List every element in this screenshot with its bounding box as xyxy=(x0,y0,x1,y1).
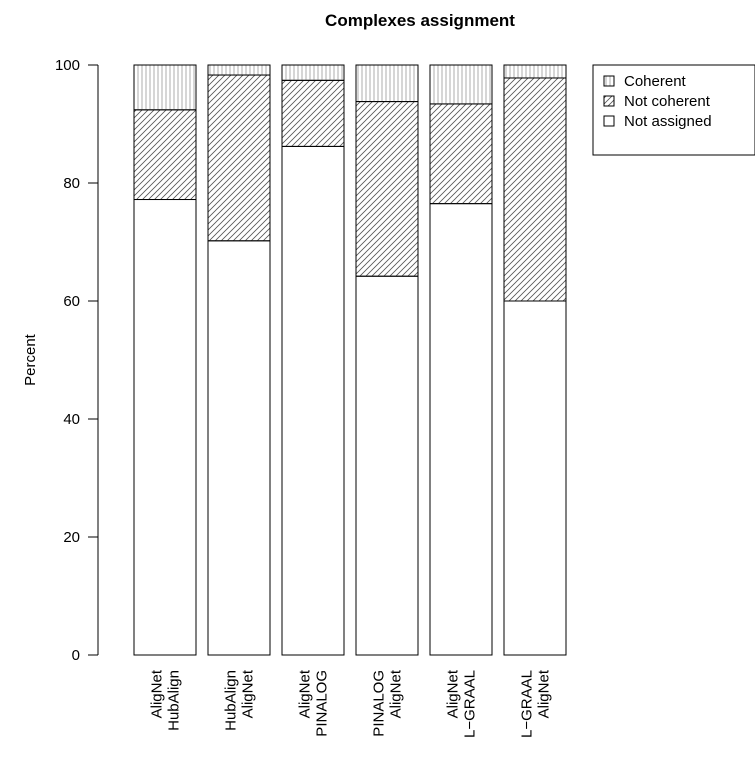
bar-segment-not-assigned xyxy=(429,203,493,656)
legend-box xyxy=(592,64,755,156)
bar-segment-not-coherent xyxy=(503,77,567,302)
bar-segment-coherent xyxy=(281,64,345,81)
x-tick-label: AligNet xyxy=(297,669,314,718)
x-tick-label: AligNet xyxy=(536,669,553,718)
bar-segment-not-assigned xyxy=(355,275,419,656)
bar-segment-coherent xyxy=(207,64,271,76)
legend-swatch xyxy=(603,75,615,87)
y-axis-label: Percent xyxy=(22,333,39,386)
legend-swatch xyxy=(603,95,615,107)
y-tick-label: 100 xyxy=(55,57,80,74)
x-tick-label: L−GRAAL xyxy=(519,670,536,738)
bars-group xyxy=(133,64,567,656)
bar-segment-coherent xyxy=(429,64,493,105)
bar-segment-not-coherent xyxy=(355,101,419,277)
bar-segment-not-assigned xyxy=(133,199,197,656)
x-tick-label: L−GRAAL xyxy=(462,670,479,738)
x-tick-label: AligNet xyxy=(149,669,166,718)
legend-label: Not assigned xyxy=(624,113,712,130)
legend-label: Not coherent xyxy=(624,93,711,110)
y-tick-label: 20 xyxy=(63,529,80,546)
x-tick-label: HubAlign xyxy=(223,670,240,731)
y-axis: 0 20 40 60 80 100 xyxy=(55,57,99,664)
bar-segment-not-assigned xyxy=(281,145,345,656)
x-tick-label: AligNet xyxy=(445,669,462,718)
x-tick-label: AligNet xyxy=(388,669,405,718)
x-tick-label: HubAlign xyxy=(166,670,183,731)
bar-segment-coherent xyxy=(133,64,197,111)
y-tick-label: 80 xyxy=(63,175,80,192)
x-tick-labels: AligNet HubAlign HubAlign AligNet AligNet PIN… xyxy=(149,669,553,738)
bar-segment-not-coherent xyxy=(133,109,197,201)
x-tick-label: PINALOG xyxy=(314,670,331,737)
y-tick-label: 60 xyxy=(63,293,80,310)
bar-segment-not-coherent xyxy=(281,79,345,147)
bar-segment-not-coherent xyxy=(429,103,493,205)
bar-segment-coherent xyxy=(355,64,419,103)
y-tick-label: 40 xyxy=(63,411,80,428)
x-tick-label: AligNet xyxy=(240,669,257,718)
bar-segment-not-coherent xyxy=(207,74,271,242)
bar-segment-not-assigned xyxy=(207,240,271,656)
legend: Coherent Not coherent Not assigned xyxy=(592,64,755,156)
y-tick-label: 0 xyxy=(72,647,80,664)
chart-title: Complexes assignment xyxy=(325,11,515,30)
legend-label: Coherent xyxy=(624,73,687,90)
bar-segment-coherent xyxy=(503,64,567,79)
bar-segment-not-assigned xyxy=(503,300,567,656)
legend-swatch xyxy=(603,115,615,127)
x-tick-label: PINALOG xyxy=(371,670,388,737)
